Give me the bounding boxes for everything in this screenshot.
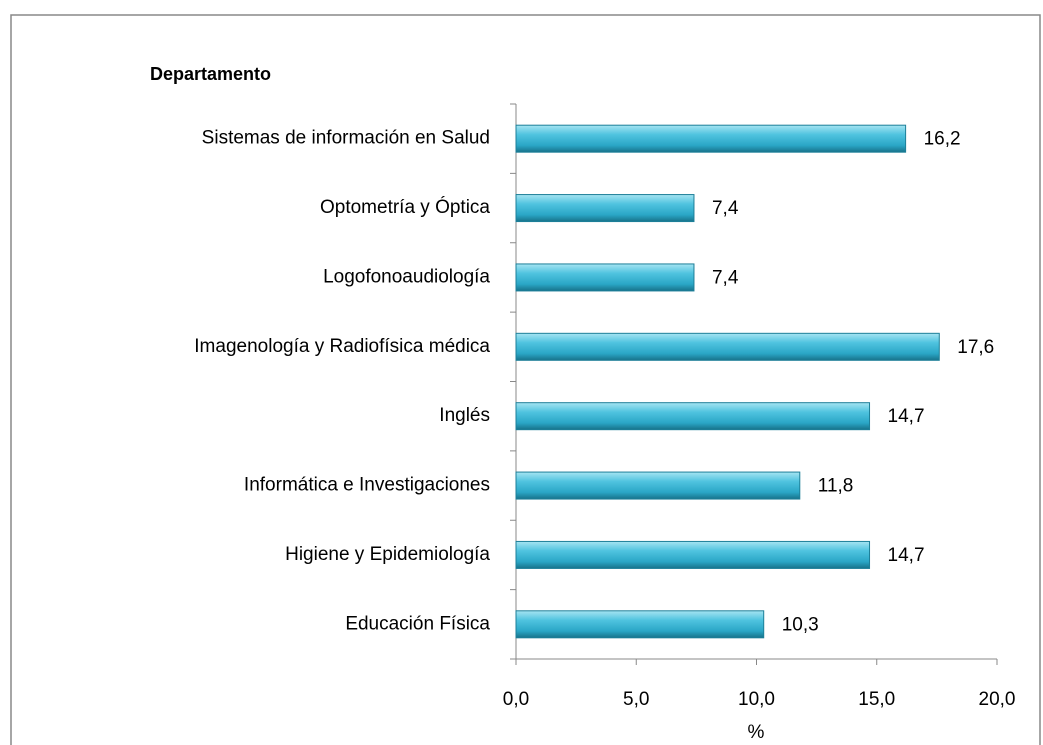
chart-title: Departamento (150, 64, 271, 84)
bar (515, 540, 871, 569)
value-label: 10,3 (782, 614, 819, 635)
bar (515, 263, 695, 292)
bar (515, 610, 765, 639)
x-axis-label: % (748, 722, 765, 743)
value-label: 7,4 (712, 198, 739, 219)
y-tick-label: Higiene y Epidemiología (285, 544, 490, 565)
value-label: 14,7 (888, 545, 925, 566)
x-tick-label: 0,0 (503, 689, 529, 710)
bar (515, 332, 940, 361)
value-label: 7,4 (712, 267, 739, 288)
y-tick-label: Sistemas de información en Salud (202, 128, 490, 149)
x-tick-label: 20,0 (979, 689, 1016, 710)
y-tick-label: Logofonoaudiología (323, 266, 490, 287)
x-tick-label: 15,0 (858, 689, 895, 710)
bar (515, 124, 907, 153)
bar (515, 402, 871, 431)
y-tick-label: Inglés (439, 405, 490, 426)
y-tick-label: Optometría y Óptica (320, 196, 490, 218)
value-label: 11,8 (818, 476, 854, 497)
bar (515, 471, 801, 500)
value-label: 17,6 (957, 337, 994, 358)
y-tick-label: Educación Física (345, 613, 490, 634)
y-tick-label: Informática e Investigaciones (244, 475, 490, 496)
y-tick-label: Imagenología y Radiofísica médica (194, 336, 490, 357)
value-label: 16,2 (924, 129, 961, 150)
x-tick-label: 5,0 (623, 689, 649, 710)
value-label: 14,7 (888, 406, 925, 427)
x-tick-label: 10,0 (738, 689, 775, 710)
bar (515, 194, 695, 223)
